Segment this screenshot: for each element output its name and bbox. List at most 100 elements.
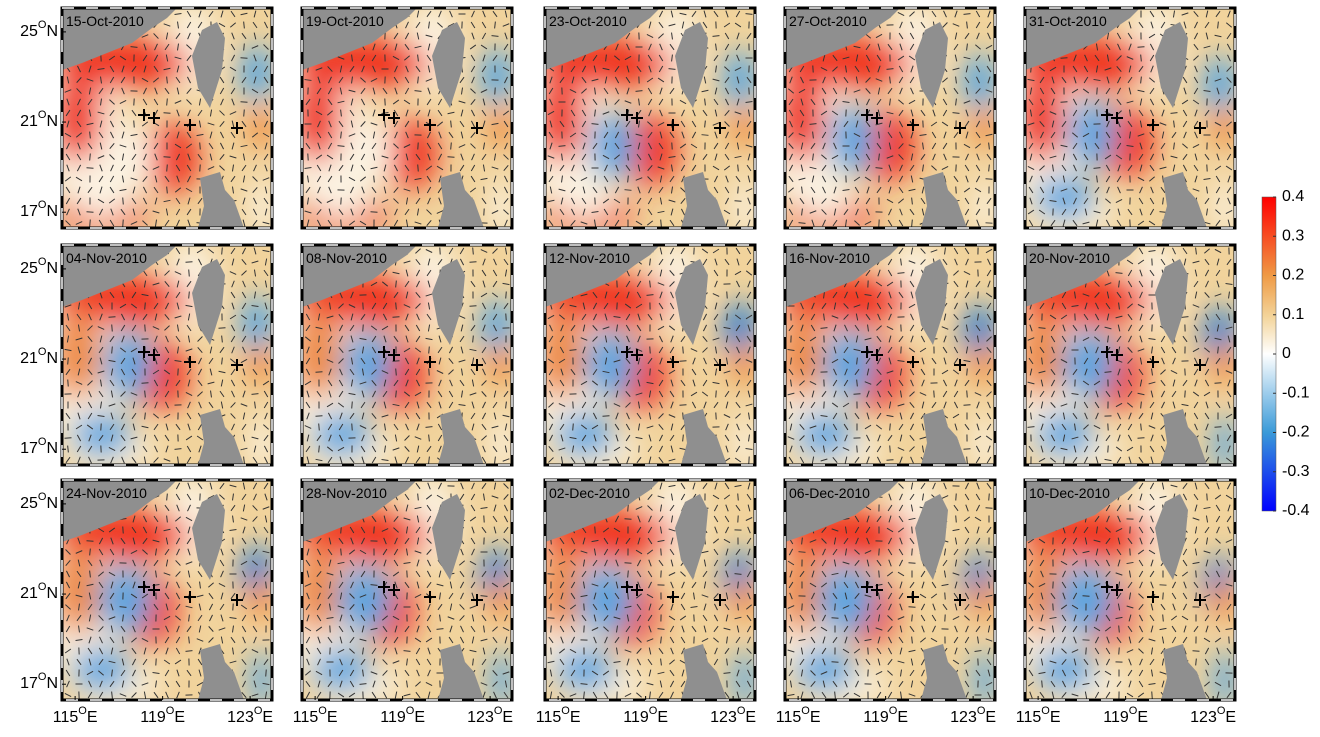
date-label: 20-Nov-2010 <box>1029 250 1110 266</box>
current-vector <box>492 36 499 37</box>
current-vector <box>200 165 201 172</box>
current-vector <box>186 651 193 652</box>
current-vector <box>934 391 935 398</box>
current-vector <box>964 449 971 450</box>
map-panel: 24-Nov-201025ON21ON17ON115OE119OE123OE <box>20 475 277 726</box>
field-blob <box>775 73 825 163</box>
map-panel: 04-Nov-201025ON21ON17ON <box>20 240 277 475</box>
field <box>525 475 760 710</box>
current-vector <box>551 648 552 655</box>
tick-label: 25ON <box>20 491 58 512</box>
current-vector <box>167 165 168 172</box>
current-vector <box>606 380 607 387</box>
current-vector <box>338 146 345 147</box>
current-vector <box>1215 383 1222 384</box>
current-vector <box>473 336 474 343</box>
field-blob <box>962 54 998 110</box>
current-vector <box>123 198 124 205</box>
current-vector <box>68 380 69 387</box>
current-vector <box>890 446 891 453</box>
tick-label: 21ON <box>20 346 58 367</box>
field-blob <box>535 545 585 635</box>
map-panel: 16-Nov-2010 <box>765 240 1000 475</box>
map-panel: 02-Dec-2010115OE119OE123OE <box>525 475 760 726</box>
current-vector <box>266 670 267 677</box>
current-vector <box>551 626 552 633</box>
current-vector <box>551 560 552 567</box>
current-vector <box>319 424 320 431</box>
tick-label: 123OE <box>227 705 273 726</box>
tick-label: 119OE <box>380 705 425 726</box>
field-blob <box>535 73 585 163</box>
current-vector <box>503 372 510 373</box>
field-blob <box>1015 73 1065 163</box>
field <box>282 475 517 710</box>
current-vector <box>352 402 353 409</box>
map-panel: 20-Nov-2010 <box>1005 240 1240 475</box>
current-vector <box>142 383 149 384</box>
current-vector <box>396 303 397 310</box>
current-vector <box>167 187 168 194</box>
current-vector <box>263 596 270 597</box>
field <box>282 3 517 238</box>
current-vector <box>857 446 858 453</box>
current-vector <box>68 358 69 365</box>
current-vector <box>167 494 168 501</box>
current-vector <box>639 446 640 453</box>
field-blob <box>1202 56 1238 112</box>
current-vector <box>1141 55 1142 62</box>
current-vector <box>145 303 146 310</box>
field-blob <box>775 310 825 400</box>
current-vector <box>1218 369 1219 376</box>
tick-label: 21ON <box>20 109 58 130</box>
current-vector <box>374 198 375 205</box>
current-vector <box>189 270 190 277</box>
current-vector <box>967 457 968 464</box>
tick-label: 119OE <box>140 705 185 726</box>
field <box>1005 240 1240 475</box>
current-vector <box>65 438 72 439</box>
field <box>525 3 760 238</box>
current-vector <box>418 494 419 501</box>
current-vector <box>967 391 968 398</box>
map-panel: 19-Oct-2010 <box>282 3 517 238</box>
field <box>42 240 277 475</box>
date-label: 31-Oct-2010 <box>1029 13 1107 29</box>
current-vector <box>912 220 913 227</box>
current-vector <box>244 110 245 117</box>
current-vector <box>418 165 419 172</box>
current-vector <box>473 248 474 255</box>
field-blob <box>292 73 342 163</box>
field-blob <box>336 565 393 635</box>
current-vector <box>319 336 320 343</box>
current-vector <box>857 380 858 387</box>
current-vector <box>164 113 171 114</box>
current-vector <box>90 154 91 161</box>
current-vector <box>716 391 717 398</box>
map-panel: 31-Oct-2010 <box>1005 3 1240 238</box>
map-panel: 15-Oct-201025ON21ON17ON <box>20 3 277 238</box>
map-panel: 12-Nov-2010 <box>525 240 760 475</box>
field-blob <box>292 545 342 635</box>
current-vector <box>241 58 248 59</box>
date-label: 16-Nov-2010 <box>789 250 870 266</box>
current-vector <box>650 369 651 376</box>
current-vector <box>570 350 577 351</box>
current-vector <box>123 220 124 227</box>
current-vector <box>87 168 94 169</box>
field-blob <box>52 73 102 163</box>
current-vector <box>854 394 861 395</box>
date-label: 23-Oct-2010 <box>549 13 627 29</box>
current-vector <box>473 314 474 321</box>
current-vector <box>967 369 968 376</box>
current-vector <box>661 220 662 227</box>
field <box>282 240 517 475</box>
current-vector <box>887 69 894 70</box>
field-blob <box>1015 310 1065 400</box>
current-vector <box>396 281 397 288</box>
tick-label: 21ON <box>20 581 58 602</box>
current-vector <box>986 179 993 180</box>
current-vector <box>341 527 342 534</box>
date-label: 27-Oct-2010 <box>789 13 867 29</box>
current-vector <box>1141 424 1142 431</box>
